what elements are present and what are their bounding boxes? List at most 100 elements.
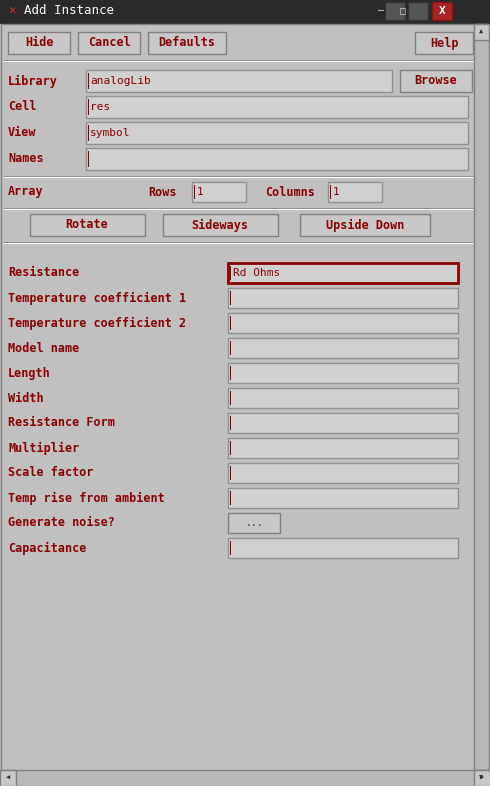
Text: Names: Names (8, 152, 44, 166)
Text: Temperature coefficient 2: Temperature coefficient 2 (8, 317, 186, 329)
Bar (228, 288, 458, 308)
Bar (385, 2, 405, 20)
Bar (88, 125, 89, 141)
Bar (432, 2, 452, 20)
Bar (88, 151, 89, 167)
Bar (228, 488, 458, 508)
Bar (192, 182, 246, 202)
Bar (415, 32, 473, 54)
Bar (474, 770, 489, 786)
Text: Temperature coefficient 1: Temperature coefficient 1 (8, 292, 186, 304)
Text: Columns: Columns (265, 185, 315, 199)
Bar (148, 32, 226, 54)
Text: ▲: ▲ (479, 29, 483, 35)
Bar (194, 185, 195, 199)
Bar (163, 214, 278, 236)
Bar (230, 391, 231, 405)
Bar (228, 338, 458, 358)
Text: 1: 1 (197, 187, 204, 197)
Bar (4, 209, 486, 210)
Text: ▼: ▼ (479, 775, 483, 781)
Bar (0, 770, 490, 786)
Bar (300, 214, 430, 236)
Bar (328, 182, 382, 202)
Bar (4, 61, 486, 62)
Text: Rotate: Rotate (66, 219, 108, 232)
Text: View: View (8, 127, 36, 139)
Bar (4, 177, 486, 178)
Text: Resistance Form: Resistance Form (8, 417, 115, 429)
Text: ...: ... (245, 518, 263, 528)
Text: ─: ─ (377, 6, 383, 16)
Bar (228, 538, 458, 558)
Bar (228, 363, 458, 383)
Text: ✕: ✕ (8, 5, 16, 17)
Bar (474, 770, 490, 786)
Bar (4, 242, 486, 243)
Text: symbol: symbol (90, 128, 130, 138)
Bar (230, 266, 231, 280)
Text: Cell: Cell (8, 101, 36, 113)
Bar (228, 388, 458, 408)
Bar (230, 291, 231, 305)
Text: Length: Length (8, 366, 51, 380)
Text: Sideways: Sideways (192, 219, 248, 232)
Bar (228, 513, 280, 533)
Text: Array: Array (8, 185, 44, 199)
Bar (86, 122, 468, 144)
Bar (4, 244, 486, 260)
Text: Help: Help (430, 36, 458, 50)
Text: Model name: Model name (8, 341, 79, 354)
Bar (228, 413, 458, 433)
Bar (474, 24, 489, 786)
Text: Scale factor: Scale factor (8, 467, 94, 479)
Bar (474, 24, 489, 40)
Bar (230, 491, 231, 505)
Text: Temp rise from ambient: Temp rise from ambient (8, 491, 165, 505)
Text: Browse: Browse (415, 75, 457, 87)
Text: □: □ (400, 6, 406, 16)
Text: Upside Down: Upside Down (326, 219, 404, 232)
Bar (0, 770, 16, 786)
Bar (400, 70, 472, 92)
Bar (230, 541, 231, 555)
Bar (230, 466, 231, 480)
Text: ▶: ▶ (480, 775, 484, 781)
Bar (4, 176, 486, 177)
Bar (228, 313, 458, 333)
Bar (228, 263, 458, 283)
Bar (230, 366, 231, 380)
Bar (230, 316, 231, 330)
Bar (86, 148, 468, 170)
Bar (4, 60, 486, 61)
Bar (78, 32, 140, 54)
Bar (228, 438, 458, 458)
Text: Library: Library (8, 75, 58, 87)
Bar (230, 441, 231, 455)
Text: Generate noise?: Generate noise? (8, 516, 115, 530)
Bar (4, 243, 486, 244)
Text: res: res (90, 102, 110, 112)
Text: Rd Ohms: Rd Ohms (233, 268, 280, 278)
Bar (86, 70, 392, 92)
Text: Multiplier: Multiplier (8, 442, 79, 454)
Bar (88, 73, 89, 89)
Text: Cancel: Cancel (88, 36, 130, 50)
Bar (86, 96, 468, 118)
Text: Hide: Hide (25, 36, 53, 50)
Bar (4, 208, 486, 209)
Text: analogLib: analogLib (90, 76, 151, 86)
Bar (0, 0, 490, 24)
Text: Width: Width (8, 391, 44, 405)
Bar (30, 214, 145, 236)
Text: Rows: Rows (148, 185, 176, 199)
Bar (8, 32, 70, 54)
Text: Add Instance: Add Instance (24, 5, 114, 17)
Bar (330, 185, 331, 199)
Text: Defaults: Defaults (158, 36, 216, 50)
Bar (230, 416, 231, 430)
Text: 1: 1 (333, 187, 340, 197)
Text: ◀: ◀ (6, 775, 10, 781)
Bar (230, 341, 231, 355)
Text: Capacitance: Capacitance (8, 542, 86, 555)
